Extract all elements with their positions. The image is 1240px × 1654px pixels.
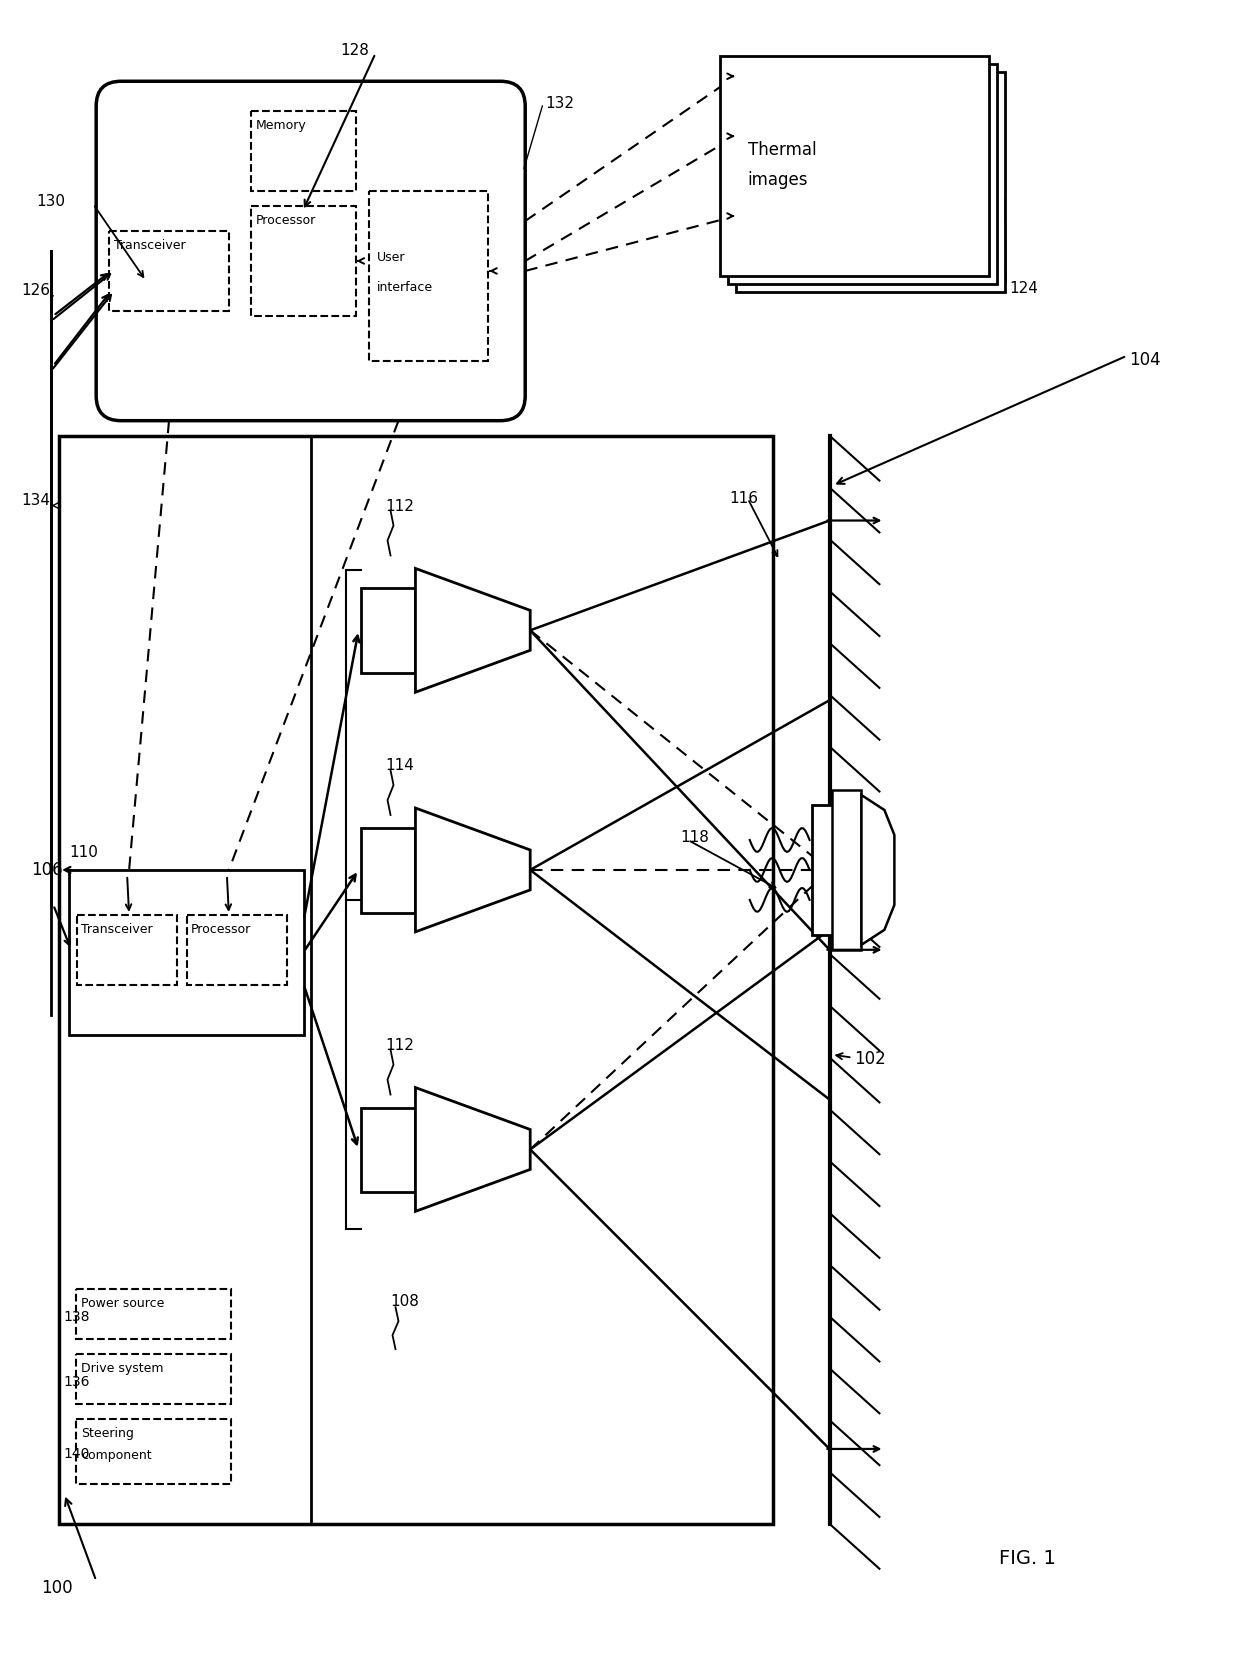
Text: 136: 136	[63, 1374, 89, 1389]
Text: 124: 124	[1009, 281, 1038, 296]
Bar	[719, 56, 990, 276]
Text: 130: 130	[36, 194, 66, 208]
Text: images: images	[748, 170, 808, 189]
Polygon shape	[862, 796, 894, 944]
Text: Memory: Memory	[255, 119, 306, 132]
Text: Processor: Processor	[191, 923, 252, 936]
Bar	[735, 73, 1006, 291]
Bar	[811, 805, 839, 935]
Bar	[109, 232, 229, 311]
Text: 112: 112	[386, 498, 414, 513]
Text: 102: 102	[854, 1050, 887, 1067]
Text: Steering: Steering	[81, 1427, 134, 1441]
Text: Processor: Processor	[255, 213, 316, 227]
Text: 110: 110	[69, 845, 98, 860]
Text: 126: 126	[21, 283, 51, 298]
Bar	[728, 65, 997, 284]
Bar	[250, 207, 356, 316]
Text: Transceiver: Transceiver	[81, 923, 153, 936]
Bar	[60, 435, 773, 1523]
Text: 138: 138	[63, 1310, 89, 1325]
Text: Drive system: Drive system	[81, 1363, 164, 1374]
Text: 106: 106	[31, 862, 63, 878]
Bar	[76, 1355, 231, 1404]
Text: 100: 100	[41, 1578, 73, 1596]
Text: 104: 104	[1128, 351, 1161, 369]
Text: 118: 118	[680, 830, 709, 845]
Text: 132: 132	[546, 96, 574, 111]
Bar	[361, 589, 415, 673]
Text: component: component	[81, 1449, 151, 1462]
Bar	[76, 1419, 231, 1484]
Bar	[250, 111, 356, 192]
Bar	[361, 1108, 415, 1193]
Text: Transceiver: Transceiver	[114, 238, 186, 251]
Bar	[77, 915, 177, 984]
Text: 116: 116	[730, 491, 759, 506]
Text: Thermal: Thermal	[748, 141, 816, 159]
Text: 140: 140	[63, 1447, 89, 1460]
Text: FIG. 1: FIG. 1	[999, 1548, 1056, 1568]
Text: 114: 114	[386, 758, 414, 772]
Bar	[832, 791, 862, 949]
FancyBboxPatch shape	[97, 81, 526, 420]
Bar	[76, 1288, 231, 1340]
Bar	[69, 870, 304, 1035]
Text: 112: 112	[386, 1037, 414, 1052]
Polygon shape	[415, 1088, 531, 1211]
Polygon shape	[415, 809, 531, 931]
Bar	[368, 192, 489, 361]
Bar	[187, 915, 286, 984]
Polygon shape	[415, 569, 531, 693]
Text: interface: interface	[377, 281, 433, 294]
Text: User: User	[377, 251, 405, 265]
Text: 134: 134	[21, 493, 51, 508]
Text: 108: 108	[391, 1293, 419, 1310]
Text: 128: 128	[341, 43, 370, 58]
Bar	[361, 829, 415, 913]
Text: Power source: Power source	[81, 1297, 165, 1310]
